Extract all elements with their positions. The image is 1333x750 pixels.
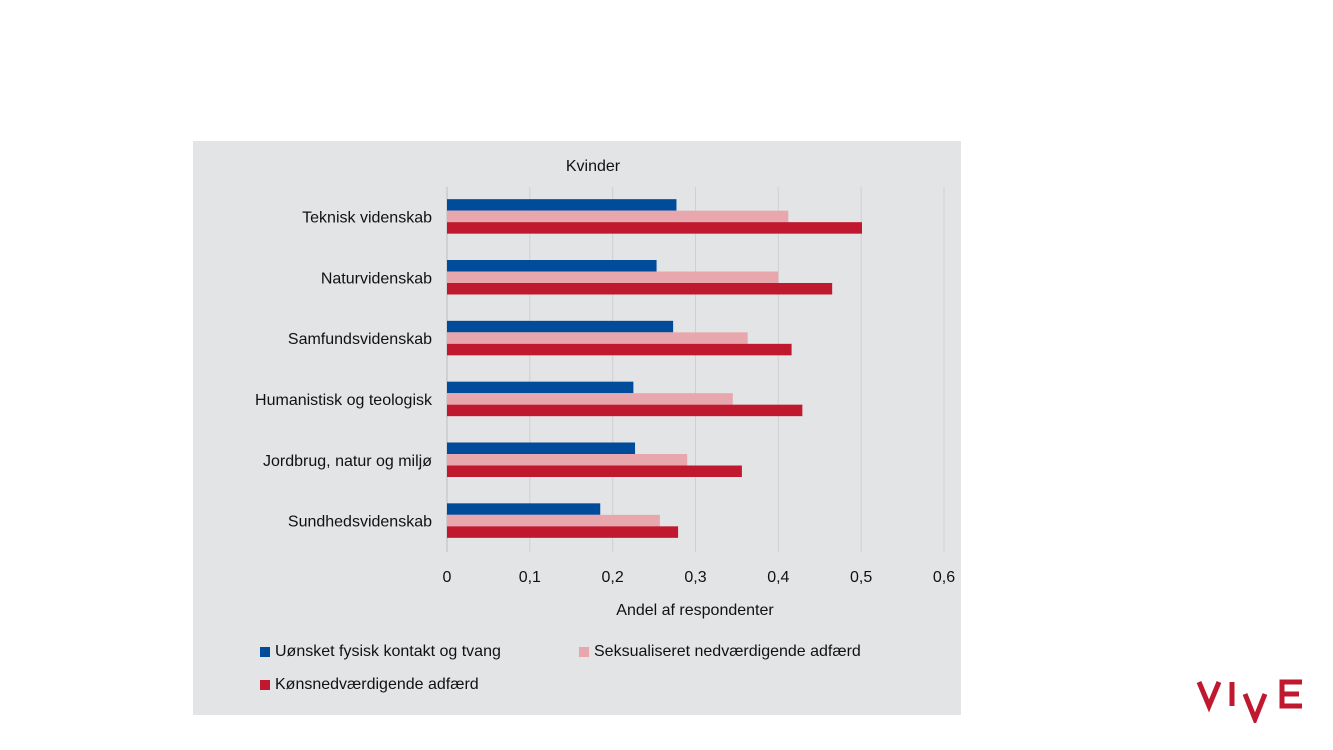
chart-panel: 0 0,1 0,2 0,3 0,4 0,5 0,6 Teknisk videnskab Natu… bbox=[193, 141, 961, 715]
x-tick-label: 0,5 bbox=[850, 569, 872, 586]
labels: 0 0,1 0,2 0,3 0,4 0,5 0,6 Teknisk videnskab Natu… bbox=[255, 209, 955, 586]
bar bbox=[447, 283, 833, 295]
bar bbox=[447, 222, 862, 234]
x-tick-label: 0,3 bbox=[684, 569, 706, 586]
gridlines bbox=[446, 187, 945, 552]
bar bbox=[447, 199, 677, 211]
bar bbox=[447, 271, 779, 283]
category-label: Jordbrug, natur og miljø bbox=[263, 453, 432, 470]
bar-chart: 0 0,1 0,2 0,3 0,4 0,5 0,6 Teknisk videnskab Natu… bbox=[255, 187, 955, 586]
legend-swatch-fysisk bbox=[260, 647, 270, 657]
x-tick-label: 0,2 bbox=[602, 569, 624, 586]
bar bbox=[447, 526, 679, 538]
vive-logo bbox=[1196, 679, 1302, 723]
bar bbox=[447, 320, 674, 333]
bar bbox=[447, 343, 792, 356]
chart-title: Kvinder bbox=[565, 158, 621, 175]
legend-item-fysisk: Uønsket fysisk kontakt og tvang bbox=[260, 643, 501, 661]
bar bbox=[447, 503, 601, 515]
x-tick-label: 0,1 bbox=[519, 569, 541, 586]
legend-item-koensnedvaerdigende: Kønsnedværdigende adfærd bbox=[260, 676, 479, 694]
legend-swatch-seksualiseret bbox=[579, 647, 589, 657]
legend-label-seksualiseret: Seksualiseret nedværdigende adfærd bbox=[594, 643, 861, 660]
bar bbox=[447, 465, 742, 477]
bar bbox=[447, 442, 636, 454]
category-label: Naturvidenskab bbox=[321, 270, 432, 287]
bar bbox=[447, 210, 789, 223]
category-label: Samfundsvidenskab bbox=[288, 331, 432, 348]
bar bbox=[447, 454, 688, 466]
legend-swatch-koensnedvaerdigende bbox=[260, 680, 270, 690]
legend-label-koensnedvaerdigende: Kønsnedværdigende adfærd bbox=[275, 676, 479, 693]
x-tick-label: 0 bbox=[443, 569, 452, 586]
x-tick-label: 0,6 bbox=[933, 569, 955, 586]
x-axis-label: Andel af respondenter bbox=[616, 602, 774, 619]
legend-item-seksualiseret: Seksualiseret nedværdigende adfærd bbox=[579, 643, 861, 661]
bar bbox=[447, 260, 657, 272]
x-tick-label: 0,4 bbox=[767, 569, 789, 586]
bar bbox=[447, 393, 733, 405]
bar bbox=[447, 404, 803, 417]
bar bbox=[447, 514, 660, 527]
category-label: Sundhedsvidenskab bbox=[288, 514, 432, 531]
category-label: Humanistisk og teologisk bbox=[255, 392, 433, 409]
bar bbox=[447, 381, 634, 394]
bars bbox=[447, 199, 862, 538]
category-label: Teknisk videnskab bbox=[302, 209, 432, 226]
bar bbox=[447, 332, 748, 344]
legend-label-fysisk: Uønsket fysisk kontakt og tvang bbox=[275, 643, 501, 660]
